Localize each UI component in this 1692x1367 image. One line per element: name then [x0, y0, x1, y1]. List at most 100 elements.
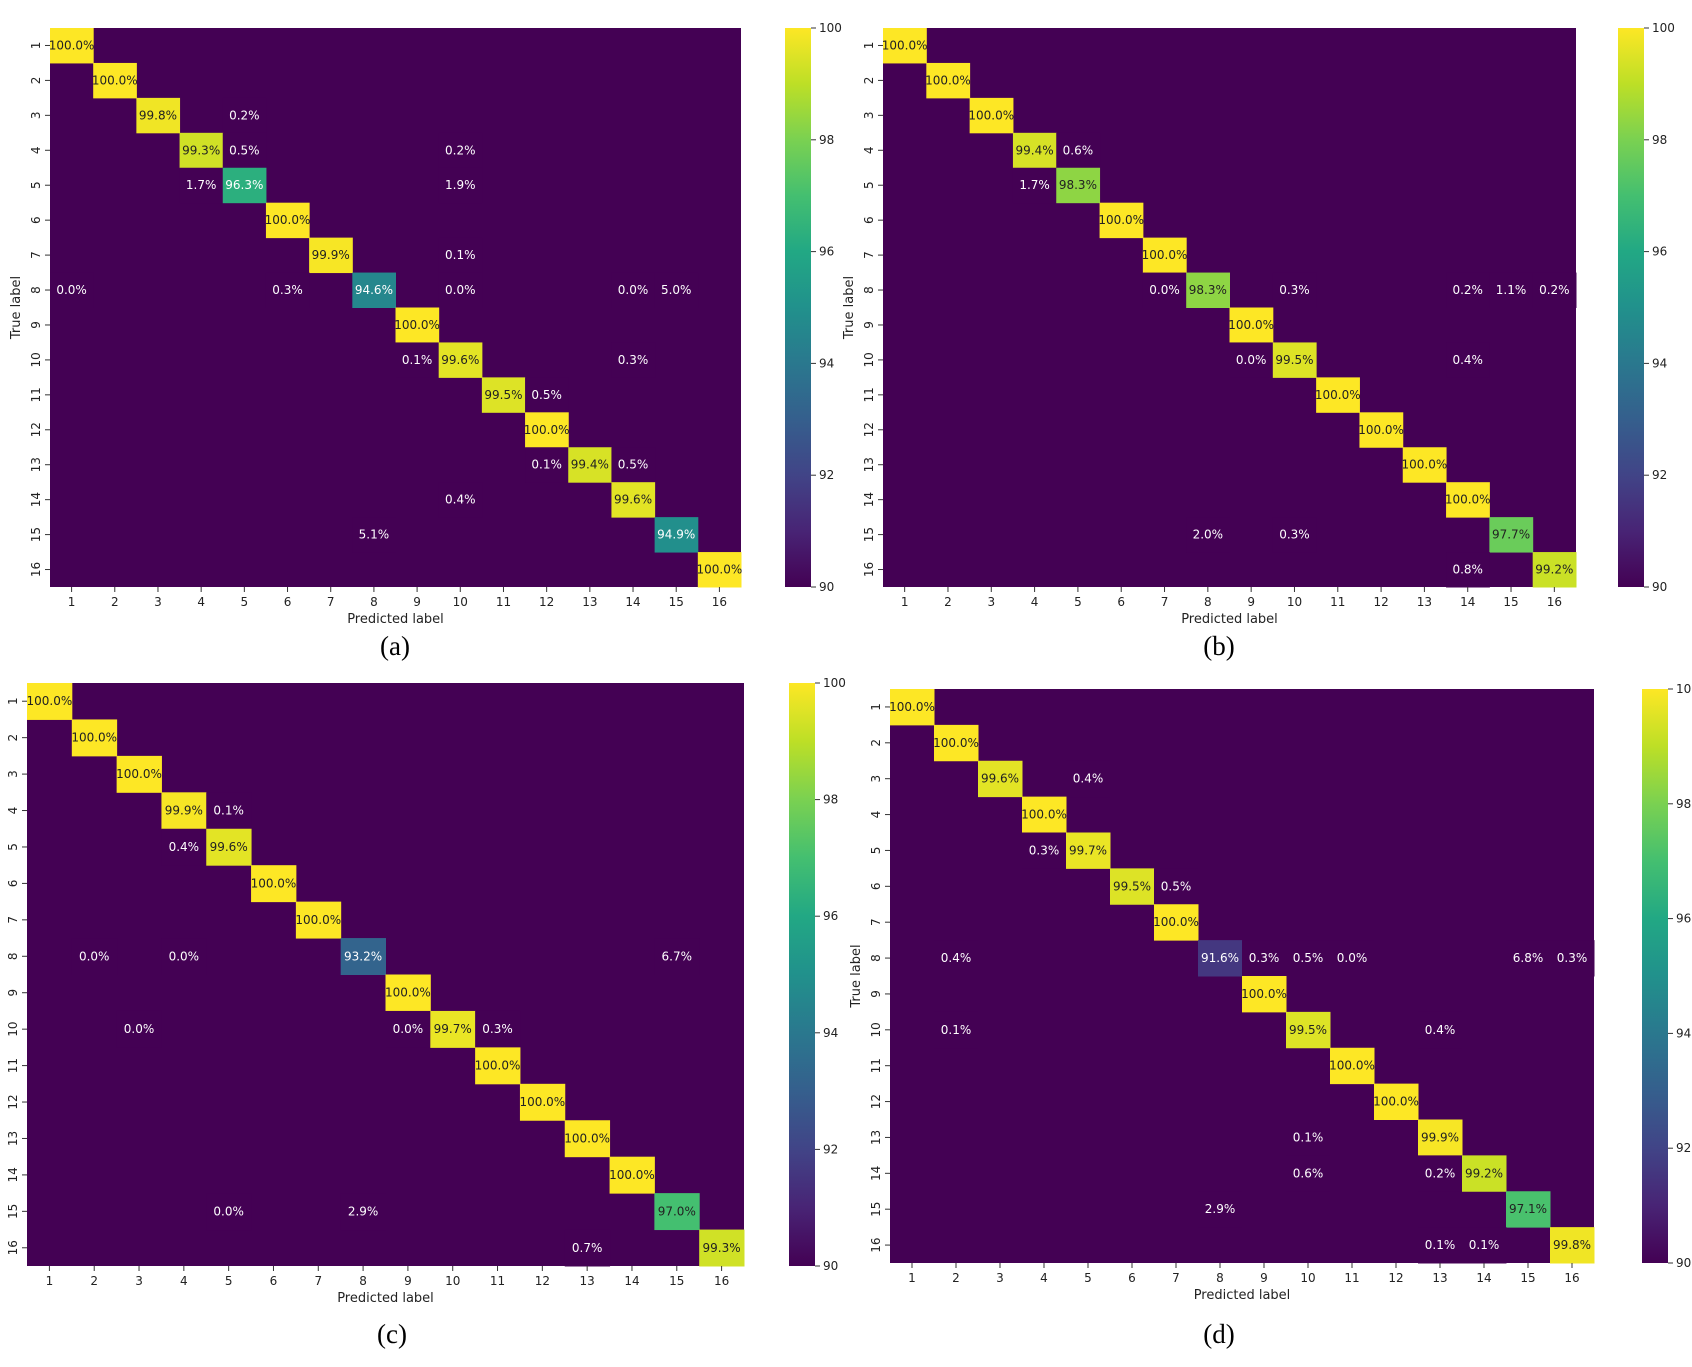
y-tick-label: 13: [29, 457, 43, 472]
y-tick-label: 7: [6, 916, 20, 924]
y-tick-label: 1: [869, 703, 883, 711]
x-tick-label: 2: [111, 595, 119, 609]
cell-value-label: 0.1%: [213, 804, 244, 818]
cell-value-label: 6.8%: [1513, 951, 1544, 965]
cell-value-label: 0.2%: [1425, 1166, 1456, 1180]
heatmap-cell: [699, 1229, 745, 1267]
cell-value-label: 100.0%: [1315, 388, 1361, 402]
cell-value-label: 100.0%: [116, 767, 162, 781]
heatmap-cell: [116, 755, 162, 793]
y-tick-label: 6: [869, 882, 883, 890]
y-tick-label: 5: [869, 847, 883, 855]
cell-value-label: 100.0%: [1153, 915, 1199, 929]
x-tick-label: 1: [68, 595, 76, 609]
heatmap-cell: [611, 272, 656, 308]
heatmap-cell: [1229, 342, 1274, 378]
x-tick-label: 2: [90, 1274, 98, 1288]
cell-value-label: 1.7%: [186, 178, 217, 192]
heatmap-cell: [206, 828, 252, 866]
cell-value-label: 0.2%: [1539, 283, 1570, 297]
heatmap-cell: [1186, 272, 1230, 308]
x-tick-label: 10: [445, 1274, 460, 1288]
colorbar-tick-label: 94: [1676, 1026, 1691, 1040]
heatmap-cell: [883, 28, 927, 64]
heatmap-cell: [564, 1229, 611, 1267]
heatmap-cell: [116, 1010, 162, 1048]
cell-value-label: 0.1%: [445, 248, 476, 262]
panel-caption: (a): [380, 631, 410, 661]
cell-value-label: 0.3%: [272, 283, 303, 297]
y-tick-label: 15: [29, 527, 43, 542]
confusion-matrix-1: 100.0%100.0%99.8% 0.2%99.3% 0.5% 0.2%1.7% 96…: [9, 21, 842, 661]
heatmap-cell: [385, 974, 431, 1012]
cell-value-label: 0.0%: [1149, 283, 1180, 297]
heatmap-cell: [1286, 940, 1331, 977]
cell-value-label: 0.5%: [229, 143, 260, 157]
heatmap-cell: [1550, 1227, 1595, 1264]
cell-value-label: 5.1%: [359, 528, 390, 542]
heatmap-cell: [1229, 307, 1274, 343]
cell-value-label: 0.1%: [531, 458, 562, 472]
cell-value-label: 99.7%: [434, 1022, 472, 1036]
cell-value-label: 91.6%: [1201, 951, 1239, 965]
x-tick-label: 10: [1300, 1271, 1315, 1285]
heatmap-cell: [609, 1156, 655, 1194]
heatmap-cell: [1142, 272, 1187, 308]
y-axis-title: True label: [849, 944, 864, 1008]
x-tick-label: 15: [669, 595, 684, 609]
x-tick-label: 6: [1117, 595, 1125, 609]
y-tick-label: 3: [869, 775, 883, 783]
heatmap-cell: [1418, 1119, 1463, 1156]
cell-value-label: 0.0%: [213, 1204, 244, 1218]
heatmap-cell: [93, 62, 137, 99]
heatmap-cell: [50, 28, 94, 64]
y-tick-label: 11: [6, 1058, 20, 1073]
heatmap-cell: [564, 1120, 611, 1158]
cell-value-label: 0.5%: [1293, 951, 1324, 965]
x-tick-label: 12: [535, 1274, 550, 1288]
y-tick-label: 4: [862, 146, 876, 154]
y-tick-label: 7: [29, 251, 43, 259]
y-tick-label: 2: [862, 77, 876, 85]
colorbar-tick-label: 96: [1652, 245, 1667, 259]
heatmap-cell: [1012, 167, 1057, 204]
cell-value-label: 100.0%: [251, 876, 297, 890]
y-tick-label: 5: [29, 181, 43, 189]
cell-value-label: 5.0%: [661, 283, 692, 297]
cell-value-label: 99.5%: [1275, 353, 1313, 367]
y-tick-label: 13: [869, 1130, 883, 1145]
x-axis-title: Predicted label: [347, 612, 444, 627]
cell-value-label: 1.9%: [445, 178, 476, 192]
cell-value-label: 0.6%: [1293, 1166, 1324, 1180]
cell-value-label: 0.1%: [1425, 1238, 1456, 1252]
heatmap-cell: [1110, 868, 1155, 905]
colorbar-tick-label: 96: [819, 245, 834, 259]
cell-value-label: 100.0%: [524, 423, 570, 437]
y-tick-label: 12: [869, 1094, 883, 1109]
heatmap-cell: [352, 272, 396, 308]
colorbar-tick-label: 98: [1652, 133, 1667, 147]
x-axis-title: Predicted label: [337, 1291, 434, 1306]
colorbar: [785, 28, 811, 587]
cell-value-label: 100.0%: [385, 986, 431, 1000]
y-tick-label: 1: [6, 697, 20, 705]
heatmap-cell: [71, 719, 118, 757]
heatmap-cell: [395, 307, 440, 343]
cell-value-label: 0.4%: [1452, 353, 1483, 367]
cell-value-label: 100.0%: [1402, 458, 1448, 472]
heatmap-cell: [1286, 1155, 1331, 1192]
cell-value-label: 100.0%: [92, 73, 138, 87]
heatmap-cell: [265, 272, 310, 308]
heatmap-cell: [1359, 412, 1404, 448]
x-tick-label: 4: [180, 1274, 188, 1288]
heatmap-cell: [1154, 904, 1199, 941]
y-tick-label: 13: [862, 457, 876, 472]
cell-value-label: 99.4%: [571, 458, 609, 472]
x-tick-label: 7: [1161, 595, 1169, 609]
heatmap-cell: [934, 1011, 979, 1049]
panel-caption: (c): [377, 1319, 407, 1349]
y-tick-label: 3: [862, 112, 876, 120]
heatmap-cell: [179, 132, 224, 169]
x-tick-label: 5: [225, 1274, 233, 1288]
cell-value-label: 99.3%: [182, 143, 220, 157]
